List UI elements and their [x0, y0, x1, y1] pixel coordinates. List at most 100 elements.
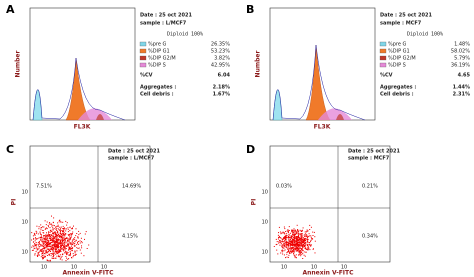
dot [62, 221, 64, 223]
dot [63, 231, 65, 233]
dot [54, 234, 56, 236]
dot [70, 253, 71, 254]
dot [48, 246, 50, 248]
x-tick-label: 10 [41, 265, 47, 271]
dot [33, 244, 35, 246]
dot [32, 245, 34, 247]
dot [290, 243, 292, 244]
dot [47, 242, 49, 244]
dot [45, 240, 47, 242]
dot [57, 244, 59, 246]
dot [52, 232, 54, 234]
dot [50, 229, 52, 231]
dot [67, 231, 69, 233]
dot [298, 235, 299, 237]
dot [37, 253, 39, 254]
stat-label: %DIP S [388, 63, 406, 69]
dot [279, 239, 280, 241]
dot [68, 239, 70, 241]
dot [300, 238, 301, 240]
dot [47, 234, 49, 236]
dot [288, 241, 290, 243]
dot [69, 239, 71, 241]
dot [56, 237, 58, 239]
dot [33, 247, 35, 249]
dot [43, 241, 45, 243]
dot [299, 251, 301, 253]
dot [72, 239, 74, 241]
dot [295, 248, 297, 250]
dot [48, 236, 50, 238]
dot [57, 231, 59, 233]
dot [57, 246, 59, 248]
dot [286, 247, 288, 249]
dot [280, 232, 282, 234]
x-axis-label: Annexin V-FITC [302, 270, 354, 277]
dot [69, 230, 71, 232]
dot [45, 244, 47, 246]
dot [46, 259, 48, 261]
dot [286, 230, 288, 232]
dot [75, 228, 77, 230]
dot [295, 238, 297, 240]
dot [288, 234, 290, 236]
dot [304, 236, 306, 237]
dot [35, 245, 37, 246]
dot [51, 241, 52, 243]
dot [51, 230, 53, 232]
dot [299, 250, 301, 252]
dot [35, 244, 37, 246]
dot [37, 242, 39, 244]
date: Date : 25 oct 2021 [380, 13, 432, 19]
dot [296, 230, 298, 232]
dot [289, 245, 291, 247]
dot [57, 251, 59, 253]
dot [296, 257, 297, 259]
dot [55, 242, 56, 244]
dot [301, 230, 303, 232]
stat-value: 5.79% [454, 56, 470, 62]
dot [301, 233, 303, 235]
dot [43, 246, 45, 248]
dot [76, 247, 78, 249]
dot [43, 232, 45, 234]
dot [57, 239, 59, 241]
dot [45, 234, 47, 236]
dot [71, 236, 72, 238]
dot [59, 258, 61, 260]
dot [295, 250, 297, 252]
dot [61, 242, 63, 244]
dot [49, 238, 51, 240]
dot [67, 245, 69, 246]
dot [285, 244, 287, 246]
stat-label: %pre G [388, 42, 407, 48]
dot [294, 229, 296, 231]
dot [66, 253, 68, 255]
stat-swatch [139, 55, 147, 61]
dot [294, 238, 296, 240]
stat-label: %DIP G2/M [388, 56, 416, 62]
dot [299, 253, 301, 255]
dot [67, 228, 69, 230]
dot [48, 253, 50, 255]
dot [66, 224, 68, 226]
dot [300, 231, 302, 232]
dot [292, 231, 294, 233]
dot [292, 242, 293, 244]
dot [80, 252, 82, 254]
dot [308, 235, 310, 237]
dot [52, 240, 53, 241]
x-axis-label: FL3K [74, 124, 91, 131]
panel-letter: A [6, 3, 15, 16]
dot [65, 228, 67, 230]
dot [69, 249, 71, 251]
dot [53, 250, 55, 252]
dot [44, 248, 46, 250]
dot [63, 248, 64, 250]
dot [300, 230, 302, 232]
dot [294, 257, 296, 259]
stat-label: %DIP G1 [388, 49, 410, 55]
dot [41, 237, 43, 239]
dot [57, 240, 59, 242]
dot [78, 234, 80, 236]
